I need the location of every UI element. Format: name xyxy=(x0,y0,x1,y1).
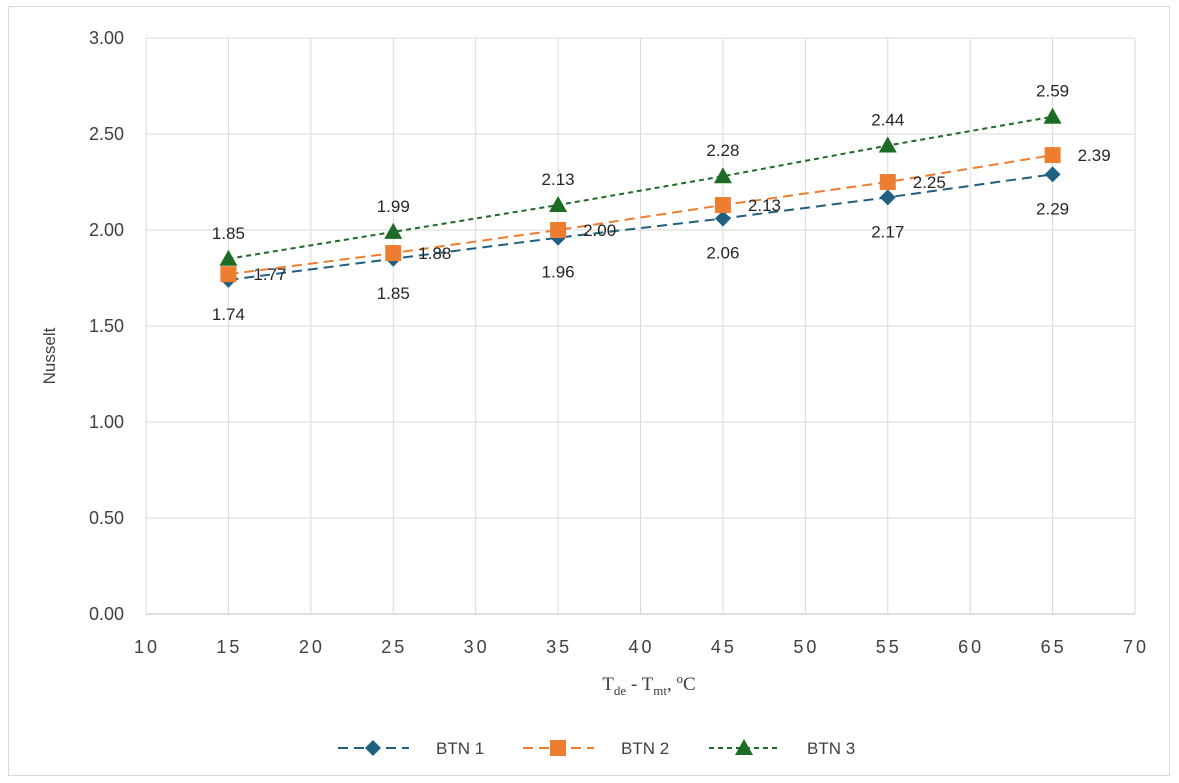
x-axis-ticks: 10 15 20 25 30 35 40 45 50 55 60 65 70 xyxy=(134,637,1149,657)
series-line xyxy=(228,115,1053,260)
data-point xyxy=(384,222,403,239)
data-point xyxy=(1043,107,1062,124)
x-tick-label: 15 xyxy=(216,637,242,657)
data-label: 1.96 xyxy=(542,263,575,282)
data-label: 2.39 xyxy=(1078,146,1111,165)
legend-label: BTN 3 xyxy=(807,739,855,758)
legend-marker xyxy=(550,740,566,756)
data-label: 2.17 xyxy=(871,222,904,241)
data-point xyxy=(879,174,896,190)
x-tick-label: 70 xyxy=(1123,637,1149,657)
data-point xyxy=(714,197,731,214)
data-label: 1.88 xyxy=(418,244,451,263)
data-label: 2.13 xyxy=(748,196,781,215)
data-point xyxy=(878,136,897,153)
data-point xyxy=(220,266,237,283)
y-tick-label: 2.50 xyxy=(89,124,124,144)
data-point xyxy=(879,189,896,206)
gridlines xyxy=(145,37,1136,615)
y-axis-ticks: 0.00 0.50 1.00 1.50 2.00 2.50 3.00 xyxy=(89,28,124,624)
y-tick-label: 0.50 xyxy=(89,508,124,528)
x-tick-label: 55 xyxy=(876,637,902,657)
series-lines xyxy=(219,107,1062,288)
x-tick-label: 20 xyxy=(299,637,325,657)
series-btn-2 xyxy=(220,147,1061,283)
data-label: 1.85 xyxy=(377,284,410,303)
x-tick-label: 65 xyxy=(1041,637,1067,657)
legend-marker xyxy=(365,740,381,756)
data-point xyxy=(714,210,731,227)
data-label: 1.74 xyxy=(212,305,245,324)
legend-marker xyxy=(735,739,753,755)
data-point xyxy=(713,167,732,184)
y-tick-label: 2.00 xyxy=(89,220,124,240)
data-label: 2.06 xyxy=(706,243,739,262)
y-tick-label: 1.50 xyxy=(89,316,124,336)
data-point xyxy=(219,249,238,266)
legend-item: BTN 1 xyxy=(338,739,484,758)
x-tick-label: 10 xyxy=(134,637,160,657)
series-btn-3 xyxy=(219,107,1062,266)
x-tick-label: 40 xyxy=(628,637,654,657)
legend-item: BTN 2 xyxy=(523,739,669,758)
x-tick-label: 30 xyxy=(464,637,490,657)
data-label: 2.59 xyxy=(1036,82,1069,101)
data-point xyxy=(550,222,567,238)
y-axis-title: Nusselt xyxy=(40,327,59,384)
data-point xyxy=(1044,166,1061,183)
data-label: 2.44 xyxy=(871,111,904,130)
y-tick-label: 3.00 xyxy=(89,28,124,48)
x-tick-label: 35 xyxy=(546,637,572,657)
y-tick-label: 0.00 xyxy=(89,604,124,624)
x-tick-label: 45 xyxy=(711,637,737,657)
data-label: 2.13 xyxy=(542,170,575,189)
legend-label: BTN 2 xyxy=(621,739,669,758)
series-line xyxy=(228,173,1053,281)
data-point xyxy=(385,245,402,262)
data-labels: 1.74 1.85 1.96 2.06 2.17 2.29 1.77 1.88 2.00 2.13… xyxy=(212,82,1111,324)
x-tick-label: 60 xyxy=(958,637,984,657)
data-label: 1.77 xyxy=(253,265,286,284)
data-point xyxy=(1044,147,1061,164)
x-tick-label: 25 xyxy=(381,637,407,657)
legend-item: BTN 3 xyxy=(709,739,855,758)
x-tick-label: 50 xyxy=(793,637,819,657)
data-label: 2.28 xyxy=(706,141,739,160)
data-label: 2.29 xyxy=(1036,199,1069,218)
data-point xyxy=(549,196,568,213)
legend: BTN 1 BTN 2 BTN 3 xyxy=(338,739,855,758)
x-axis-title: Tde - Tmt, oC xyxy=(602,671,695,698)
data-label: 1.85 xyxy=(212,224,245,243)
data-label: 2.25 xyxy=(913,173,946,192)
data-label: 2.00 xyxy=(583,221,616,240)
data-label: 1.99 xyxy=(377,197,410,216)
series-line xyxy=(228,154,1053,276)
legend-label: BTN 1 xyxy=(436,739,484,758)
y-tick-label: 1.00 xyxy=(89,412,124,432)
